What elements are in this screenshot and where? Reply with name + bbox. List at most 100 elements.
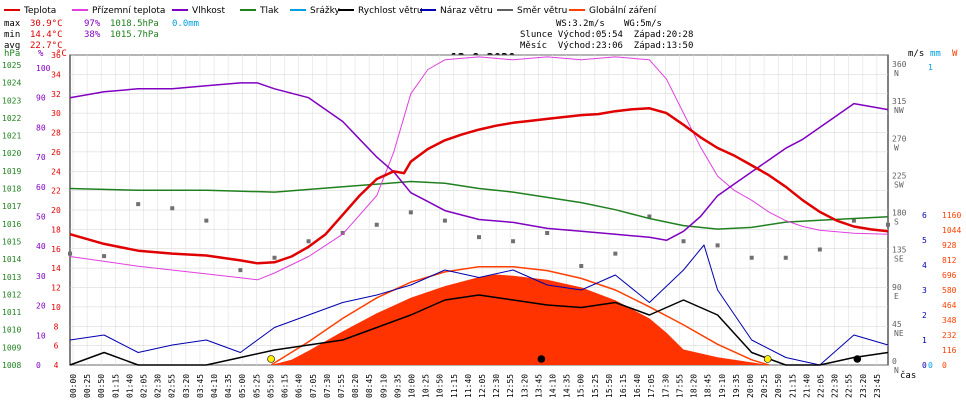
mm-tick: 0 [928, 361, 933, 370]
ms-tick: 6 [922, 211, 927, 220]
stat-max-temp: 30.9°C [30, 19, 63, 29]
radiation-area [270, 265, 769, 366]
dir-label: W [894, 143, 899, 152]
hpa-tick: 1009 [2, 343, 21, 352]
hpa-tick: 1014 [2, 255, 21, 264]
c-tick: 12 [51, 284, 61, 293]
dir-tick: 315 [892, 97, 907, 106]
time-tick: 15:50 [605, 374, 614, 398]
legend: Teplota Přízemní teplota Vlhkost Tlak Srážky… [4, 6, 657, 16]
time-tick: 00:50 [97, 374, 106, 398]
c-tick: 28 [51, 129, 61, 138]
c-tick: 16 [51, 245, 61, 254]
time-tick: 06:15 [281, 374, 290, 398]
wind-speed-line [69, 294, 889, 366]
c-tick: 26 [51, 148, 61, 157]
time-tick: 10:50 [436, 374, 445, 398]
c-tick: 8 [54, 322, 59, 331]
wind-dir-point [408, 210, 413, 215]
c-tick: 30 [51, 109, 61, 118]
pct-tick: 90 [36, 94, 46, 103]
pct-tick: 20 [36, 302, 46, 311]
dir-tick: 0 [892, 357, 897, 366]
sunrise-marker [267, 355, 275, 363]
time-tick: 04:10 [210, 374, 219, 398]
time-tick: 12:30 [492, 374, 501, 398]
stat-min-label: min [4, 30, 20, 40]
pct-tick: 100 [36, 64, 51, 73]
pct-tick: 30 [36, 272, 46, 281]
time-tick: 08:45 [365, 374, 374, 398]
pressure-line [69, 180, 889, 230]
wind-gust-line [69, 244, 889, 366]
c-tick: 4 [54, 361, 59, 370]
time-tick: 15:00 [577, 374, 586, 398]
time-tick: 14:10 [549, 374, 558, 398]
time-tick: 10:00 [407, 374, 416, 398]
stat-avg-label: avg [4, 41, 20, 51]
dir-tick: 135 [892, 246, 907, 255]
ms-tick: 4 [922, 261, 927, 270]
legend-label: Vlhkost [192, 6, 225, 16]
info-sun: Slunce Východ:05:54 Západ:20:28 [520, 30, 693, 40]
mm-tick: 1 [928, 63, 933, 72]
ms-tick: 3 [922, 286, 927, 295]
legend-label: Rychlost větru [358, 6, 423, 16]
time-tick: 21:40 [802, 374, 811, 398]
time-tick: 12:05 [478, 374, 487, 398]
wind-dir-point [170, 206, 175, 211]
wind-dir-point [579, 264, 584, 268]
time-tick: 23:20 [859, 374, 868, 398]
time-tick: 04:35 [224, 374, 233, 398]
sun-moon-markers [267, 355, 862, 363]
wind-dir-point [851, 218, 856, 223]
series-lines [69, 56, 889, 366]
wind-dir-point [442, 218, 447, 223]
time-tick: 17:55 [675, 374, 684, 398]
time-tick: 23:45 [873, 374, 882, 398]
time-tick: 20:25 [760, 374, 769, 398]
dir-label: N [894, 366, 899, 375]
w-tick: 1160 [942, 211, 961, 220]
c-unit: °C [56, 49, 67, 59]
hpa-tick: 1012 [2, 290, 21, 299]
pct-tick: 0 [36, 361, 41, 370]
time-tick: 05:25 [252, 374, 261, 398]
w-tick: 928 [942, 241, 957, 250]
w-tick: 116 [942, 346, 957, 355]
dir-tick: 360 [892, 60, 907, 69]
dir-tick: 180 [892, 209, 907, 218]
time-tick: 03:45 [196, 374, 205, 398]
time-tick: 22:30 [831, 374, 840, 398]
hpa-tick: 1022 [2, 114, 21, 123]
time-tick: 13:20 [520, 374, 529, 398]
legend-label: Přízemní teplota [92, 6, 165, 16]
humidity-line [69, 82, 889, 242]
wind-dir-point [204, 218, 209, 223]
time-tick: 07:05 [309, 374, 318, 398]
ms-tick: 2 [922, 311, 927, 320]
dir-tick: 225 [892, 171, 907, 180]
hpa-tick: 1013 [2, 273, 21, 282]
time-tick: 22:05 [816, 374, 825, 398]
legend-label: Tlak [259, 6, 280, 16]
axes: 1008100910101011101210131014101510161017… [2, 49, 961, 398]
pct-tick: 60 [36, 183, 46, 192]
time-tick: 12:55 [506, 374, 515, 398]
time-tick: 00:00 [69, 374, 78, 398]
c-tick: 18 [51, 225, 61, 234]
c-tick: 10 [51, 303, 61, 312]
info-moon: Měsíc Východ:23:06 Západ:13:50 [520, 41, 693, 51]
temperature-line [69, 107, 889, 265]
time-tick: 13:45 [534, 374, 543, 398]
c-tick: 36 [51, 51, 61, 60]
hpa-tick: 1024 [2, 79, 21, 88]
time-tick: 07:55 [337, 374, 346, 398]
hpa-tick: 1020 [2, 149, 21, 158]
time-tick: 02:05 [140, 374, 149, 398]
wind-dir-point [68, 251, 72, 256]
info-ws: WS:3.2m/s [556, 19, 605, 29]
time-tick: 19:35 [732, 374, 741, 398]
c-tick: 24 [51, 167, 61, 176]
